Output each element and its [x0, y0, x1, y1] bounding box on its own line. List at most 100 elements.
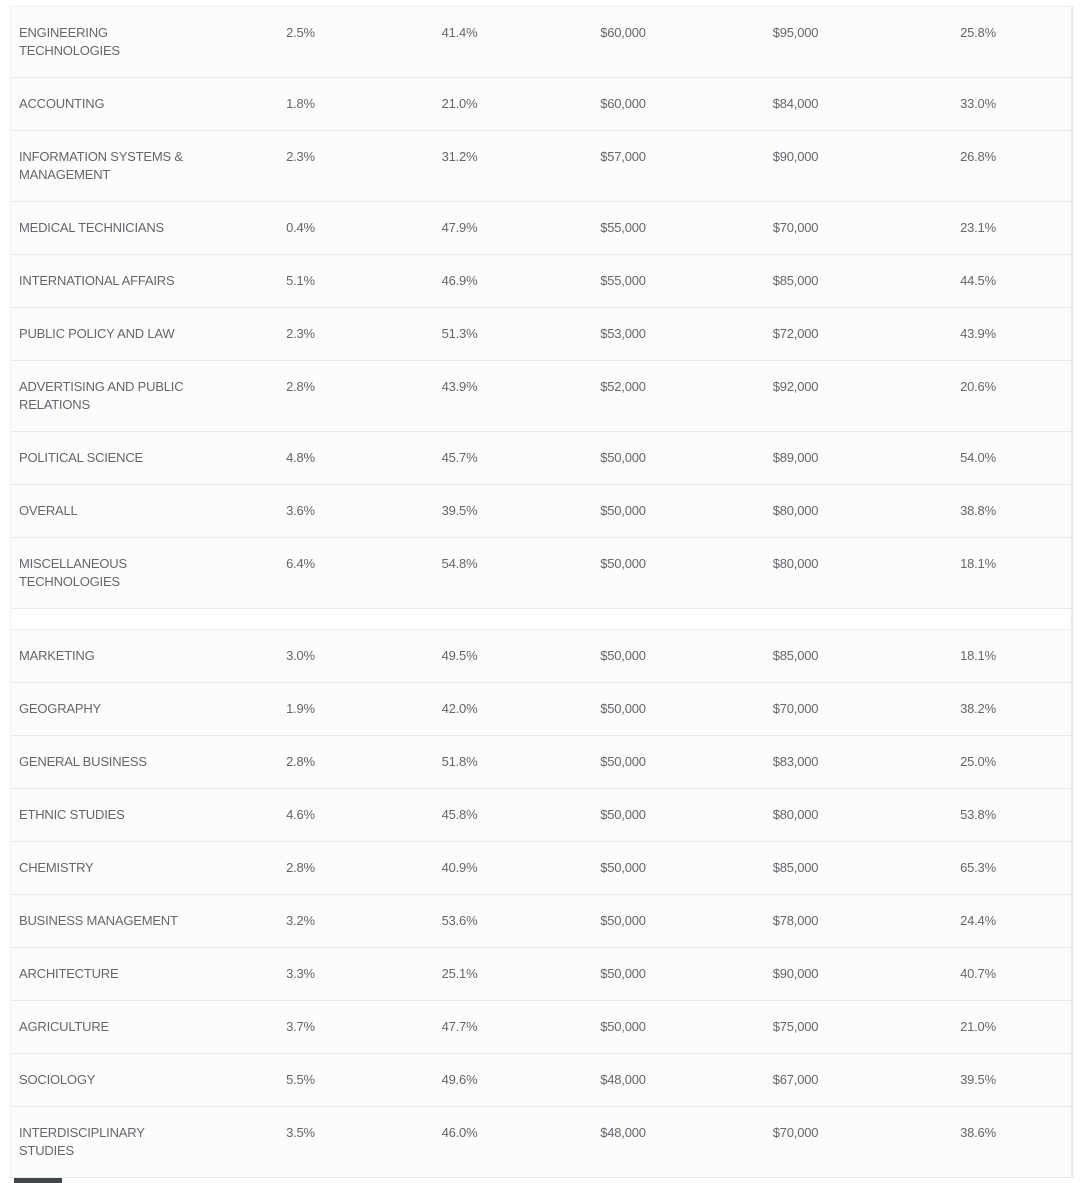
row-value: 4.8% [286, 450, 315, 465]
row-value: $80,000 [772, 807, 819, 822]
row-value: 18.1% [960, 648, 996, 663]
row-label: MISCELLANEOUS TECHNOLOGIES [19, 556, 127, 589]
row-value: $90,000 [772, 149, 819, 164]
row-value: 46.0% [441, 1125, 478, 1140]
row-value: 2.3% [286, 326, 315, 341]
row-value: $50,000 [600, 966, 646, 981]
row-value: 25.8% [960, 25, 996, 40]
row-value: 43.9% [960, 326, 996, 341]
row-label: CHEMISTRY [19, 860, 94, 875]
row-value: 20.6% [960, 379, 996, 394]
table-row: OVERALL 3.6% 39.5% $50,000 $80,000 38.8% [11, 485, 1071, 538]
row-value: 42.0% [441, 701, 478, 716]
row-label: INTERDISCIPLINARY STUDIES [19, 1125, 145, 1158]
row-value: $60,000 [600, 25, 646, 40]
row-label: INFORMATION SYSTEMS & MANAGEMENT [19, 149, 183, 182]
row-value: 4.6% [286, 807, 315, 822]
row-label: ETHNIC STUDIES [19, 807, 125, 822]
row-value: $78,000 [772, 913, 819, 928]
row-value: 18.1% [960, 556, 996, 571]
row-value: 3.2% [286, 913, 315, 928]
table-row: BUSINESS MANAGEMENT 3.2% 53.6% $50,000 $… [11, 895, 1071, 948]
row-value: $55,000 [600, 220, 646, 235]
row-label: MARKETING [19, 648, 95, 663]
row-value: $50,000 [600, 701, 646, 716]
row-value: 21.0% [441, 96, 478, 111]
row-value: 38.6% [960, 1125, 996, 1140]
table-section-1: ENGINEERING TECHNOLOGIES 2.5% 41.4% $60,… [11, 6, 1071, 609]
row-value: $75,000 [772, 1019, 819, 1034]
row-value: 3.0% [286, 648, 315, 663]
row-value: 43.9% [441, 379, 478, 394]
row-value: 38.2% [960, 701, 996, 716]
row-value: 0.4% [286, 220, 315, 235]
row-value: $50,000 [600, 503, 646, 518]
table-row: ETHNIC STUDIES 4.6% 45.8% $50,000 $80,00… [11, 789, 1071, 842]
row-value: $50,000 [600, 450, 646, 465]
row-value: $50,000 [600, 913, 646, 928]
row-value: 3.7% [286, 1019, 315, 1034]
table-row: SOCIOLOGY 5.5% 49.6% $48,000 $67,000 39.… [11, 1054, 1071, 1107]
row-value: 53.6% [441, 913, 478, 928]
row-value: $55,000 [600, 273, 646, 288]
row-value: 3.6% [286, 503, 315, 518]
row-value: 44.5% [960, 273, 996, 288]
row-value: 1.9% [286, 701, 315, 716]
row-value: 3.3% [286, 966, 315, 981]
row-value: $80,000 [772, 556, 819, 571]
row-value: 3.5% [286, 1125, 315, 1140]
row-value: $57,000 [600, 149, 646, 164]
table-row: GEOGRAPHY 1.9% 42.0% $50,000 $70,000 38.… [11, 683, 1071, 736]
row-value: 1.8% [286, 96, 315, 111]
row-value: $80,000 [772, 503, 819, 518]
row-value: $85,000 [772, 860, 819, 875]
row-value: 2.8% [286, 754, 315, 769]
row-value: 47.7% [441, 1019, 478, 1034]
table-row: GENERAL BUSINESS 2.8% 51.8% $50,000 $83,… [11, 736, 1071, 789]
table-row: INTERNATIONAL AFFAIRS 5.1% 46.9% $55,000… [11, 255, 1071, 308]
row-value: 21.0% [960, 1019, 996, 1034]
table-row: PUBLIC POLICY AND LAW 2.3% 51.3% $53,000… [11, 308, 1071, 361]
row-value: $92,000 [772, 379, 819, 394]
row-label: POLITICAL SCIENCE [19, 450, 143, 465]
section-gap [11, 609, 1071, 629]
table-row: ADVERTISING AND PUBLIC RELATIONS 2.8% 43… [11, 361, 1071, 432]
row-value: $70,000 [772, 1125, 819, 1140]
table-row: ARCHITECTURE 3.3% 25.1% $50,000 $90,000 … [11, 948, 1071, 1001]
row-value: 45.7% [441, 450, 478, 465]
row-value: 25.0% [960, 754, 996, 769]
row-value: 5.5% [286, 1072, 315, 1087]
row-value: $90,000 [772, 966, 819, 981]
row-value: $53,000 [600, 326, 646, 341]
row-label: SOCIOLOGY [19, 1072, 96, 1087]
row-value: 53.8% [960, 807, 996, 822]
row-value: 5.1% [286, 273, 315, 288]
row-value: 65.3% [960, 860, 996, 875]
row-label: MEDICAL TECHNICIANS [19, 220, 165, 235]
table-row: INTERDISCIPLINARY STUDIES 3.5% 46.0% $48… [11, 1107, 1071, 1178]
row-value: 2.8% [286, 860, 315, 875]
table-row: MARKETING 3.0% 49.5% $50,000 $85,000 18.… [11, 630, 1071, 683]
row-value: $85,000 [772, 273, 819, 288]
row-label: BUSINESS MANAGEMENT [19, 913, 178, 928]
row-value: 49.5% [441, 648, 478, 663]
row-value: $60,000 [600, 96, 646, 111]
row-label: ARCHITECTURE [19, 966, 119, 981]
row-value: 45.8% [441, 807, 478, 822]
row-value: 2.3% [286, 149, 315, 164]
row-value: 24.4% [960, 913, 996, 928]
table-row: ACCOUNTING 1.8% 21.0% $60,000 $84,000 33… [11, 78, 1071, 131]
row-value: $50,000 [600, 807, 646, 822]
partial-bottom-element [14, 1178, 62, 1183]
table-row: AGRICULTURE 3.7% 47.7% $50,000 $75,000 2… [11, 1001, 1071, 1054]
table-row: POLITICAL SCIENCE 4.8% 45.7% $50,000 $89… [11, 432, 1071, 485]
row-value: 2.8% [286, 379, 315, 394]
row-value: $48,000 [600, 1072, 646, 1087]
row-value: 31.2% [441, 149, 478, 164]
row-value: $70,000 [772, 220, 819, 235]
row-value: $89,000 [772, 450, 819, 465]
table-row: ENGINEERING TECHNOLOGIES 2.5% 41.4% $60,… [11, 7, 1071, 78]
row-value: $50,000 [600, 648, 646, 663]
row-label: GENERAL BUSINESS [19, 754, 147, 769]
row-value: $52,000 [600, 379, 646, 394]
